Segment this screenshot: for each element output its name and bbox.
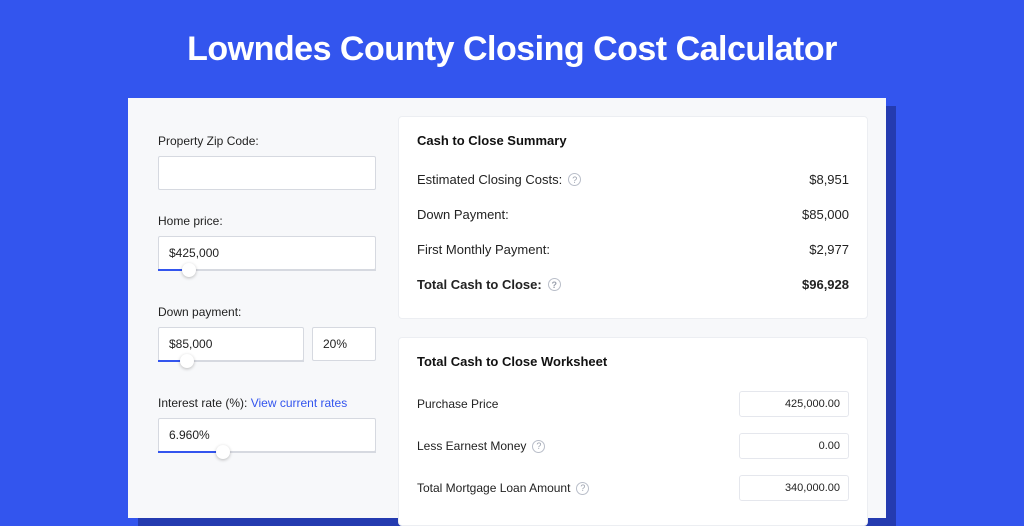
help-icon[interactable]: ? bbox=[576, 482, 589, 495]
help-icon[interactable]: ? bbox=[548, 278, 561, 291]
help-icon[interactable]: ? bbox=[532, 440, 545, 453]
summary-row-value: $85,000 bbox=[802, 207, 849, 222]
worksheet-section: Total Cash to Close Worksheet Purchase P… bbox=[398, 337, 868, 526]
zip-label: Property Zip Code: bbox=[158, 134, 376, 148]
summary-total-row: Total Cash to Close: ? $96,928 bbox=[417, 267, 849, 302]
page-title: Lowndes County Closing Cost Calculator bbox=[0, 0, 1024, 91]
worksheet-row-label: Less Earnest Money bbox=[417, 439, 526, 453]
down-payment-input[interactable] bbox=[158, 327, 304, 361]
results-panel: Cash to Close Summary Estimated Closing … bbox=[398, 116, 868, 500]
home-price-label: Home price: bbox=[158, 214, 376, 228]
down-payment-label: Down payment: bbox=[158, 305, 376, 319]
inputs-panel: Property Zip Code: Home price: Down paym… bbox=[146, 116, 384, 500]
interest-rate-field-group: Interest rate (%): View current rates bbox=[158, 396, 376, 463]
home-price-slider[interactable] bbox=[158, 269, 376, 281]
home-price-field-group: Home price: bbox=[158, 214, 376, 281]
slider-thumb[interactable] bbox=[182, 263, 196, 277]
worksheet-row: Less Earnest Money ? bbox=[417, 425, 849, 467]
worksheet-title: Total Cash to Close Worksheet bbox=[417, 354, 849, 369]
zip-input[interactable] bbox=[158, 156, 376, 190]
summary-title: Cash to Close Summary bbox=[417, 133, 849, 148]
summary-row: Estimated Closing Costs: ? $8,951 bbox=[417, 162, 849, 197]
slider-fill bbox=[158, 451, 223, 453]
summary-row: Down Payment: $85,000 bbox=[417, 197, 849, 232]
summary-row: First Monthly Payment: $2,977 bbox=[417, 232, 849, 267]
zip-field-group: Property Zip Code: bbox=[158, 134, 376, 190]
interest-rate-label: Interest rate (%): View current rates bbox=[158, 396, 376, 410]
worksheet-row-label: Total Mortgage Loan Amount bbox=[417, 481, 570, 495]
summary-row-value: $8,951 bbox=[809, 172, 849, 187]
summary-row-label: Estimated Closing Costs: bbox=[417, 172, 562, 187]
worksheet-row-label: Purchase Price bbox=[417, 397, 498, 411]
slider-thumb[interactable] bbox=[180, 354, 194, 368]
down-payment-slider[interactable] bbox=[158, 360, 304, 372]
summary-row-label: Down Payment: bbox=[417, 207, 509, 222]
worksheet-row-value[interactable] bbox=[739, 391, 849, 417]
calculator-card: Property Zip Code: Home price: Down paym… bbox=[128, 98, 886, 518]
interest-rate-input[interactable] bbox=[158, 418, 376, 452]
down-payment-pct-input[interactable] bbox=[312, 327, 376, 361]
worksheet-row-value[interactable] bbox=[739, 433, 849, 459]
down-payment-field-group: Down payment: bbox=[158, 305, 376, 372]
summary-row-value: $2,977 bbox=[809, 242, 849, 257]
interest-rate-label-text: Interest rate (%): bbox=[158, 396, 251, 410]
view-rates-link[interactable]: View current rates bbox=[251, 396, 348, 410]
worksheet-row: Total Mortgage Loan Amount ? bbox=[417, 467, 849, 509]
summary-total-label: Total Cash to Close: bbox=[417, 277, 542, 292]
interest-rate-slider[interactable] bbox=[158, 451, 376, 463]
worksheet-row: Purchase Price bbox=[417, 383, 849, 425]
summary-total-value: $96,928 bbox=[802, 277, 849, 292]
help-icon[interactable]: ? bbox=[568, 173, 581, 186]
summary-section: Cash to Close Summary Estimated Closing … bbox=[398, 116, 868, 319]
worksheet-row-value[interactable] bbox=[739, 475, 849, 501]
summary-row-label: First Monthly Payment: bbox=[417, 242, 550, 257]
slider-thumb[interactable] bbox=[216, 445, 230, 459]
